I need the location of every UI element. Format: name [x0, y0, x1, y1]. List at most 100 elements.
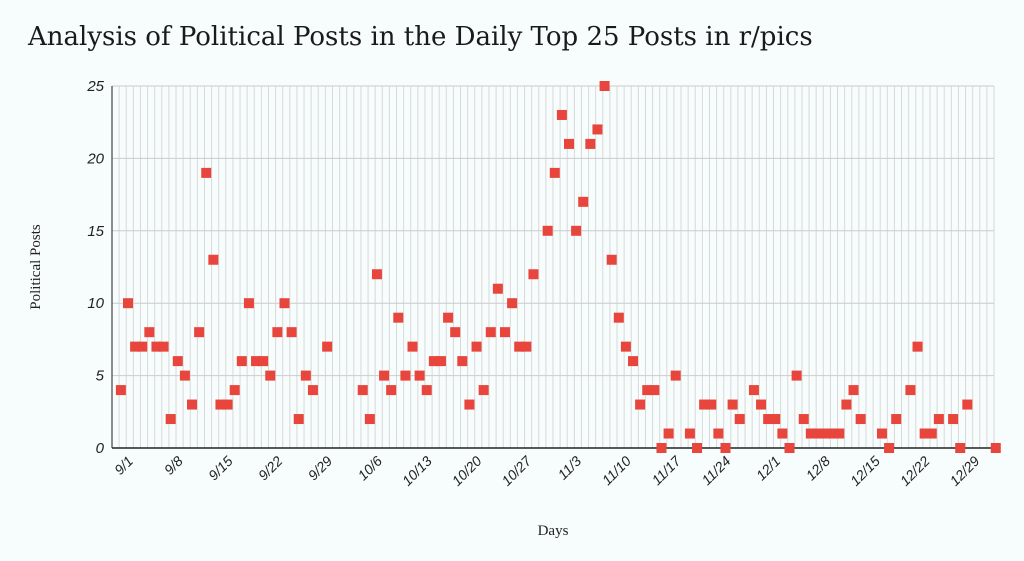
x-axis-label: Days [538, 523, 569, 539]
data-point [912, 341, 923, 352]
x-tick-label: 10/20 [449, 453, 485, 489]
data-point [414, 370, 425, 381]
data-point [713, 428, 724, 439]
data-point [457, 356, 468, 367]
data-point [464, 399, 475, 410]
data-point [514, 341, 525, 352]
data-point [827, 428, 838, 439]
y-tick-label: 5 [96, 368, 105, 385]
x-tick-label: 12/29 [946, 453, 982, 489]
y-tick-label: 10 [87, 295, 104, 312]
data-point [485, 327, 496, 338]
data-point [990, 443, 1001, 453]
data-point [272, 327, 283, 338]
x-tick-label: 9/15 [205, 453, 236, 484]
data-point [379, 370, 390, 381]
y-tick-label: 25 [86, 78, 104, 95]
y-axis-label: Political Posts [28, 224, 44, 310]
data-point [656, 443, 667, 453]
data-point [215, 399, 226, 410]
data-point [194, 327, 205, 338]
data-point [165, 414, 176, 425]
data-point [606, 254, 617, 265]
data-point [542, 225, 553, 236]
data-point [841, 399, 852, 410]
data-point [258, 356, 269, 367]
data-point [357, 385, 368, 396]
data-point [471, 341, 482, 352]
data-point [236, 356, 247, 367]
data-point [798, 414, 809, 425]
data-point [549, 167, 560, 178]
data-point [855, 414, 866, 425]
data-point [521, 341, 532, 352]
data-point [763, 414, 774, 425]
data-point [400, 370, 411, 381]
data-point [123, 298, 134, 309]
data-point [642, 385, 653, 396]
data-point [187, 399, 198, 410]
data-point [115, 385, 126, 396]
data-point [279, 298, 290, 309]
data-point [955, 443, 966, 453]
x-tick-label: 12/22 [897, 453, 933, 489]
data-point [407, 341, 418, 352]
data-point [933, 414, 944, 425]
data-point [322, 341, 333, 352]
data-point [293, 414, 304, 425]
data-point [421, 385, 432, 396]
x-tick-label: 9/8 [161, 453, 186, 478]
chart-title: Analysis of Political Posts in the Daily… [28, 22, 813, 52]
x-tick-label: 12/1 [753, 453, 784, 484]
data-point [919, 428, 930, 439]
data-point [699, 399, 710, 410]
data-point [812, 428, 823, 439]
data-point [265, 370, 276, 381]
data-point [556, 109, 567, 120]
y-tick-label: 0 [96, 440, 105, 457]
data-point [692, 443, 703, 453]
data-point [201, 167, 212, 178]
data-point [720, 443, 731, 453]
data-point [158, 341, 169, 352]
data-point [770, 414, 781, 425]
data-point [834, 428, 845, 439]
data-point [222, 399, 233, 410]
data-point [649, 385, 660, 396]
data-point [364, 414, 375, 425]
data-point [172, 356, 183, 367]
data-point [507, 298, 518, 309]
x-tick-label: 9/1 [111, 453, 136, 478]
data-point [670, 370, 681, 381]
x-tick-label: 11/10 [599, 453, 635, 489]
data-point [564, 138, 575, 149]
data-point [371, 269, 382, 280]
data-point [592, 124, 603, 135]
data-point [251, 356, 262, 367]
data-point [307, 385, 318, 396]
data-point [571, 225, 582, 236]
x-tick-label: 9/22 [255, 453, 286, 484]
data-point [208, 254, 219, 265]
data-point [684, 428, 695, 439]
data-point [443, 312, 454, 323]
data-point [499, 327, 510, 338]
data-point [706, 399, 717, 410]
y-tick-label: 20 [86, 150, 104, 167]
data-point [748, 385, 759, 396]
y-tick-label: 15 [87, 223, 104, 240]
x-tick-label: 10/27 [498, 452, 535, 489]
data-point [144, 327, 155, 338]
data-point [791, 370, 802, 381]
x-tick-label: 12/8 [803, 453, 834, 484]
data-point [820, 428, 831, 439]
data-point [777, 428, 788, 439]
x-tick-label: 9/29 [305, 453, 336, 484]
data-point [243, 298, 254, 309]
x-tick-label: 11/24 [698, 453, 734, 489]
data-point [876, 428, 887, 439]
x-tick-label: 12/15 [847, 453, 883, 489]
data-point [585, 138, 596, 149]
